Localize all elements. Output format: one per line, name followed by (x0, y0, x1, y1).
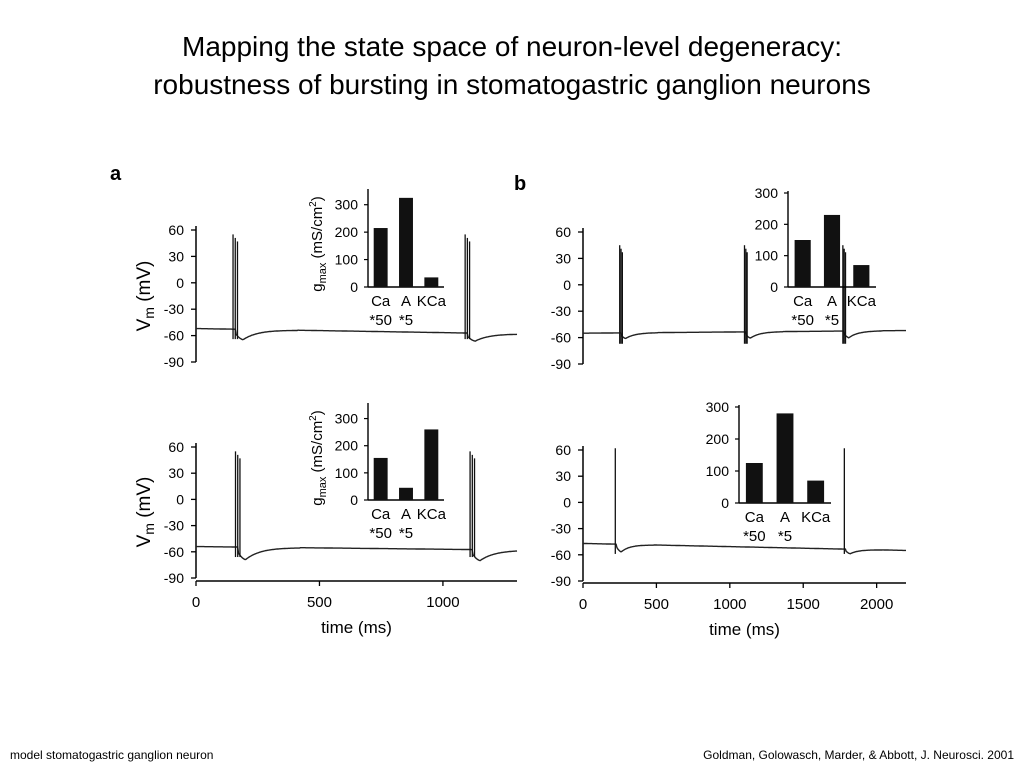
footer-citation: Goldman, Golowasch, Marder, & Abbott, J.… (703, 748, 1014, 762)
panel-a-bottom-x-tick-label: 0 (192, 594, 200, 611)
panel-a-bottom-voltage-trace (196, 545, 518, 562)
panel-a-bottom-x-axis-label: time (ms) (321, 618, 392, 637)
panel-b-bottom-inset-scale-label: *5 (778, 528, 792, 545)
panel-a-top-inset-scale-label: *5 (399, 312, 413, 329)
panel-a-top-inset-bar-a (399, 197, 413, 287)
panel-b-top-inset-y-tick-label: 0 (770, 279, 778, 295)
panel-a-bottom-inset-y-tick-label: 300 (335, 411, 359, 427)
panel-b-bottom-y-tick-label: 0 (563, 494, 571, 510)
panel-a-bottom-y-tick-label: 0 (176, 491, 184, 507)
panel-b-bottom-inset-scale-label: *50 (743, 528, 766, 545)
panel-a-bottom-y-tick-label: 30 (168, 465, 184, 481)
panel-a-bottom-inset-scale-label: *5 (399, 525, 413, 542)
panel-b-top-inset-scale-label: *5 (825, 312, 839, 329)
panel-b-top-inset-bar-a (823, 214, 841, 287)
panel-a-top-inset-scale-label: *50 (369, 312, 392, 329)
panel-b-top-inset-scale-label: *50 (791, 312, 814, 329)
slide-title: Mapping the state space of neuron-level … (0, 28, 1024, 104)
panel-a-top-inset-category-label: KCa (417, 293, 447, 310)
panel-a-top-inset-y-tick-label: 100 (335, 252, 359, 268)
panel-a-top-inset-bar-ca (373, 228, 388, 287)
panel-a-bottom-y-axis-label: Vm (mV) (134, 477, 157, 548)
slide-title-line-1: Mapping the state space of neuron-level … (182, 31, 842, 62)
panel-b-top-inset-y-tick-label: 300 (755, 185, 779, 201)
panel-a-top-y-tick-label: 0 (176, 275, 184, 291)
panel-b-bottom-y-tick-label: -90 (551, 573, 571, 589)
panel-a-top-inset-y-axis-label: gmax (mS/cm2) (308, 196, 329, 292)
panel-b-bottom-x-axis-label: time (ms) (709, 620, 780, 639)
panel-b-bottom-inset-bar-a (776, 413, 794, 503)
panel-a-bottom-inset-bar-kca (424, 429, 439, 500)
panel-b-top-inset-y-tick-label: 100 (755, 248, 779, 264)
panel-b-top-inset-bar-kca (853, 265, 870, 287)
panel-label-a: a (110, 163, 122, 185)
panel-b-bottom-inset-y-tick-label: 200 (706, 431, 730, 447)
panel-a-bottom-inset-y-tick-label: 0 (350, 492, 358, 508)
panel-a-top-voltage-trace (196, 327, 518, 342)
panel-a-top-inset-category-label: Ca (371, 293, 391, 310)
panel-a-bottom-y-tick-label: -90 (164, 570, 184, 586)
panel-a-bottom-inset-y-tick-label: 100 (335, 465, 359, 481)
panel-a-top-inset-y-tick-label: 0 (350, 279, 358, 295)
panel-a-bottom-inset-y-axis-label: gmax (mS/cm2) (308, 410, 329, 506)
panel-b-bottom-inset-category-label: KCa (801, 509, 831, 526)
panel-label-b: b (514, 173, 526, 195)
panel-a-top-inset-bar-kca (424, 277, 439, 287)
slide-title-line-2: robustness of bursting in stomatogastric… (153, 69, 871, 100)
panel-b-top-inset-category-label: KCa (847, 293, 877, 310)
panel-a-top-inset-category-label: A (401, 293, 411, 310)
panel-a-top-y-tick-label: 30 (168, 248, 184, 264)
panel-a-top-y-tick-label: 60 (168, 222, 184, 238)
panel-b-top-y-tick-label: -60 (551, 330, 571, 346)
footer-caption: model stomatogastric ganglion neuron (10, 748, 214, 762)
panel-b-top-y-tick-label: -90 (551, 356, 571, 372)
panel-a-bottom-inset-category-label: Ca (371, 506, 391, 523)
panel-a-bottom-y-tick-label: -60 (164, 544, 184, 560)
panel-b-bottom-y-tick-label: 30 (555, 468, 571, 484)
panel-a-top-inset-y-tick-label: 300 (335, 197, 359, 213)
panel-b-bottom-inset-y-tick-label: 0 (721, 495, 729, 511)
panel-b-top-inset-y-tick-label: 200 (755, 216, 779, 232)
panel-b-bottom-y-tick-label: 60 (555, 442, 571, 458)
panel-b-bottom-inset-y-tick-label: 100 (706, 463, 730, 479)
panel-b-bottom-x-tick-label: 1500 (787, 596, 820, 613)
panel-a-bottom-inset-category-label: KCa (417, 506, 447, 523)
panel-b-bottom-y-tick-label: -60 (551, 547, 571, 563)
panel-b-bottom-inset-bar-ca (745, 463, 763, 503)
panel-b-bottom-inset-bar-kca (807, 480, 825, 503)
panel-b-bottom-x-tick-label: 2000 (860, 596, 893, 613)
panel-b-bottom-voltage-trace (582, 542, 906, 555)
panel-a-bottom-inset-bar-a (399, 487, 413, 500)
panel-a-top-y-tick-label: -60 (164, 328, 184, 344)
panel-a-bottom-x-tick-label: 500 (307, 594, 332, 611)
panel-b-bottom-inset-y-tick-label: 300 (706, 399, 730, 415)
panel-a-bottom-y-tick-label: 60 (168, 439, 184, 455)
panel-a-bottom-inset-y-tick-label: 200 (335, 438, 359, 454)
panel-b-bottom-y-tick-label: -30 (551, 521, 571, 537)
panel-a-bottom-inset-category-label: A (401, 506, 411, 523)
panel-b-bottom-inset-category-label: A (780, 509, 790, 526)
panel-a-bottom-y-tick-label: -30 (164, 518, 184, 534)
panel-b-bottom-x-tick-label: 1000 (713, 596, 746, 613)
panel-a-bottom-inset-scale-label: *50 (369, 525, 392, 542)
panel-a-bottom-inset-bar-ca (373, 457, 388, 500)
panel-b-bottom-inset-category-label: Ca (745, 509, 765, 526)
panel-a-top-inset-y-tick-label: 200 (335, 224, 359, 240)
panel-b-top-y-tick-label: 60 (555, 224, 571, 240)
panel-b-top-y-tick-label: 30 (555, 250, 571, 266)
panel-b-bottom-x-tick-label: 0 (579, 596, 587, 613)
panel-b-top-y-tick-label: 0 (563, 277, 571, 293)
panel-a-top-y-tick-label: -30 (164, 301, 184, 317)
panel-a-top-y-axis-label: Vm (mV) (134, 261, 157, 332)
panel-b-top-inset-category-label: A (827, 293, 837, 310)
panel-a-bottom-x-tick-label: 1000 (426, 594, 459, 611)
panel-b-top-y-tick-label: -30 (551, 303, 571, 319)
panel-b-bottom-x-tick-label: 500 (644, 596, 669, 613)
panel-b-top-inset-category-label: Ca (793, 293, 813, 310)
panel-b-top-inset-bar-ca (794, 240, 811, 287)
panel-a-top-y-tick-label: -90 (164, 354, 184, 370)
